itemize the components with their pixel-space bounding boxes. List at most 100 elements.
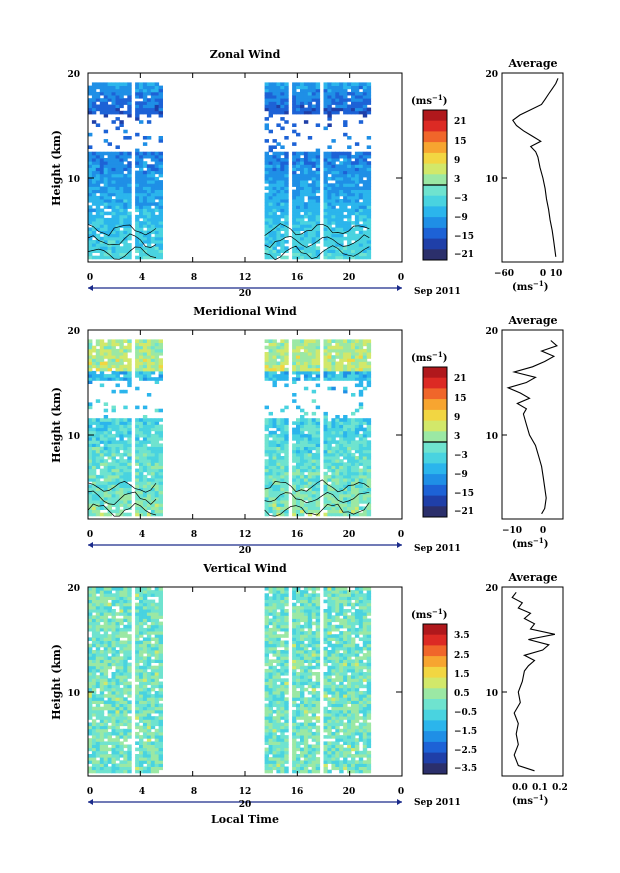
- heatmap-cell: [343, 496, 348, 501]
- heatmap-cell: [276, 487, 281, 492]
- heatmap-cell: [335, 158, 340, 162]
- heatmap-cell: [354, 195, 360, 200]
- heatmap-cell: [280, 493, 285, 498]
- heatmap-cell: [154, 506, 160, 510]
- heatmap-cell: [99, 164, 105, 168]
- heatmap-cell: [331, 370, 336, 375]
- heatmap-cell: [135, 358, 140, 362]
- heatmap-cell: [119, 452, 124, 457]
- heatmap-cell: [111, 509, 116, 514]
- heatmap-cell: [127, 681, 132, 686]
- heatmap-cell: [354, 164, 360, 168]
- heatmap-cell: [366, 246, 372, 250]
- heatmap-cell: [107, 183, 112, 187]
- heatmap-cell: [358, 452, 364, 457]
- heatmap-cell: [272, 208, 277, 213]
- heatmap-cell: [123, 512, 128, 517]
- heatmap-cell: [300, 421, 305, 425]
- heatmap-cell: [158, 214, 163, 219]
- heatmap-cell: [323, 503, 328, 507]
- heatmap-cell: [88, 452, 93, 457]
- heatmap-cell: [91, 233, 97, 238]
- heatmap-cell: [111, 709, 116, 714]
- heatmap-cell: [150, 725, 156, 730]
- heatmap-cell: [88, 424, 93, 429]
- heatmap-cell: [95, 713, 101, 717]
- heatmap-cell: [331, 446, 336, 451]
- heatmap-cell: [115, 618, 120, 623]
- heatmap-cell: [296, 481, 301, 485]
- heatmap-cell: [146, 459, 152, 463]
- heatmap-cell: [264, 650, 269, 654]
- heatmap-cell: [139, 167, 144, 172]
- heatmap-cell: [323, 415, 328, 419]
- heatmap-cell: [264, 769, 269, 774]
- heatmap-cell: [292, 506, 297, 510]
- heatmap-cell: [99, 167, 105, 172]
- heatmap-cell: [154, 255, 160, 260]
- heatmap-cell: [343, 512, 348, 517]
- heatmap-cell: [150, 719, 156, 723]
- heatmap-cell: [95, 214, 101, 219]
- heatmap-cell: [95, 653, 101, 657]
- heatmap-cell: [264, 104, 269, 109]
- heatmap-cell: [354, 236, 360, 241]
- heatmap-cell: [158, 459, 163, 463]
- heatmap-cell: [95, 716, 101, 720]
- heatmap-cell: [111, 208, 116, 213]
- heatmap-cell: [154, 731, 160, 736]
- heatmap-cell: [88, 754, 93, 758]
- heatmap-cell: [327, 452, 332, 457]
- heatmap-cell: [276, 672, 281, 676]
- heatmap-cell: [142, 512, 148, 517]
- heatmap-cell: [311, 430, 317, 435]
- heatmap-cell: [103, 487, 109, 492]
- heatmap-cell: [103, 361, 109, 366]
- heatmap-cell: [362, 386, 368, 391]
- heatmap-cell: [315, 374, 321, 378]
- xtick-label: 12: [239, 273, 252, 283]
- heatmap-cell: [139, 500, 144, 504]
- heatmap-cell: [272, 459, 277, 463]
- heatmap-cell: [99, 377, 105, 381]
- heatmap-cell: [264, 754, 269, 758]
- heatmap-cell: [107, 227, 112, 231]
- heatmap-cell: [280, 345, 285, 350]
- heatmap-cell: [119, 481, 124, 485]
- heatmap-cell: [296, 358, 301, 362]
- xtick-label: 0: [398, 530, 404, 540]
- heatmap-cell: [154, 355, 160, 359]
- heatmap-cell: [91, 164, 97, 168]
- heatmap-cell: [154, 490, 160, 495]
- heatmap-cell: [91, 176, 97, 181]
- heatmap-cell: [307, 512, 313, 517]
- heatmap-cell: [107, 342, 112, 347]
- heatmap-cell: [115, 627, 120, 632]
- heatmap-cell: [268, 418, 273, 422]
- heatmap-cell: [88, 214, 93, 219]
- heatmap-cell: [135, 113, 140, 118]
- heatmap-cell: [142, 211, 148, 216]
- heatmap-cell: [327, 427, 332, 432]
- heatmap-cell: [300, 471, 305, 476]
- heatmap-cell: [95, 646, 101, 651]
- heatmap-cell: [139, 769, 144, 774]
- heatmap-cell: [323, 104, 328, 109]
- heatmap-cell: [296, 233, 301, 238]
- heatmap-cell: [303, 418, 309, 422]
- heatmap-cell: [146, 763, 152, 767]
- heatmap-cell: [91, 355, 97, 359]
- heatmap-cell: [335, 217, 340, 222]
- heatmap-cell: [127, 227, 132, 231]
- heatmap-cell: [99, 474, 105, 479]
- heatmap-cell: [303, 377, 309, 381]
- heatmap-cell: [88, 744, 93, 749]
- heatmap-cell: [335, 88, 340, 93]
- heatmap-cell: [146, 627, 152, 632]
- heatmap-cell: [358, 170, 364, 175]
- heatmap-cell: [142, 599, 148, 604]
- heatmap-cell: [347, 173, 352, 178]
- heatmap-cell: [146, 656, 152, 660]
- heatmap-cell: [95, 456, 101, 460]
- heatmap-cell: [123, 364, 128, 369]
